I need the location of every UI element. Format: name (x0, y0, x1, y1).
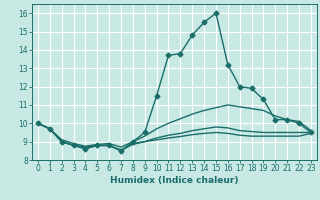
X-axis label: Humidex (Indice chaleur): Humidex (Indice chaleur) (110, 176, 239, 185)
